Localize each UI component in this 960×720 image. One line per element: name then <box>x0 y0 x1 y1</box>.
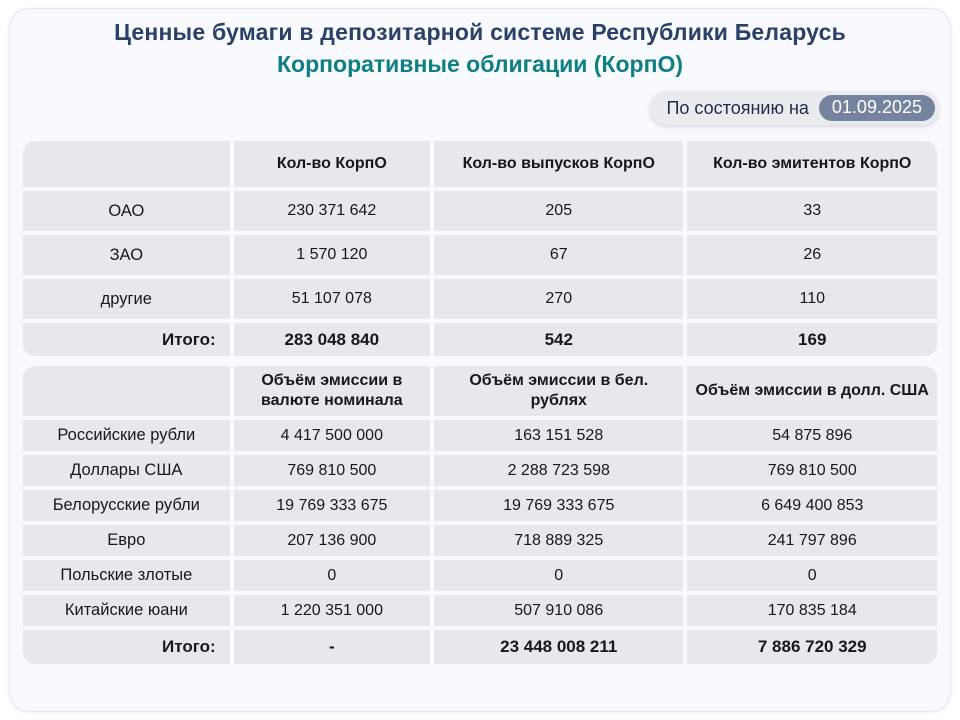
report-card: Ценные бумаги в депозитарной системе Рес… <box>9 8 951 712</box>
total-value-cell: 169 <box>687 323 937 356</box>
table-row: ЗАО 1 570 120 67 26 <box>23 235 937 275</box>
total-value-cell: 283 048 840 <box>233 323 431 356</box>
value-cell: 0 <box>687 560 937 591</box>
column-header: Объём эмиссии в долл. США <box>687 366 937 416</box>
row-label-cell: Польские злотые <box>23 560 230 591</box>
value-cell: 230 371 642 <box>233 191 431 231</box>
total-value-cell: 7 886 720 329 <box>687 630 937 664</box>
value-cell: 769 810 500 <box>233 455 431 486</box>
value-cell: 0 <box>233 560 431 591</box>
total-value-cell: 23 448 008 211 <box>434 630 684 664</box>
value-cell: 1 220 351 000 <box>233 595 431 626</box>
row-label-cell: ЗАО <box>23 235 230 275</box>
value-cell: 718 889 325 <box>434 525 684 556</box>
column-header: Кол-во выпусков КорпО <box>434 141 684 187</box>
column-header: Кол-во КорпО <box>233 141 431 187</box>
total-value-cell: 542 <box>434 323 684 356</box>
row-label-cell: Евро <box>23 525 230 556</box>
row-label-cell: ОАО <box>23 191 230 231</box>
counts-table: Кол-во КорпО Кол-во выпусков КорпО Кол-во … <box>19 137 941 360</box>
row-label-cell: Белорусские рубли <box>23 490 230 521</box>
emission-table: Объём эмиссии в валюте номинала Объём эми… <box>19 362 941 668</box>
value-cell: 110 <box>687 279 937 319</box>
row-label-cell: другие <box>23 279 230 319</box>
page-title: Ценные бумаги в депозитарной системе Рес… <box>114 19 846 45</box>
value-cell: 26 <box>687 235 937 275</box>
column-header: Объём эмиссии в валюте номинала <box>233 366 431 416</box>
table-row: Евро 207 136 900 718 889 325 241 797 896 <box>23 525 937 556</box>
column-header: Объём эмиссии в бел. рублях <box>434 366 684 416</box>
header-row: Объём эмиссии в валюте номинала Объём эми… <box>23 366 937 416</box>
table-row: Белорусские рубли 19 769 333 675 19 769 33… <box>23 490 937 521</box>
value-cell: 1 570 120 <box>233 235 431 275</box>
as-of-row: По состоянию на 01.09.2025 <box>19 91 939 125</box>
header-row: Кол-во КорпО Кол-во выпусков КорпО Кол-во … <box>23 141 937 187</box>
value-cell: 170 835 184 <box>687 595 937 626</box>
total-label-cell: Итого: <box>23 323 230 356</box>
total-row: Итого: 283 048 840 542 169 <box>23 323 937 356</box>
table-row: ОАО 230 371 642 205 33 <box>23 191 937 231</box>
table-row: другие 51 107 078 270 110 <box>23 279 937 319</box>
value-cell: 4 417 500 000 <box>233 420 431 451</box>
total-label-cell: Итого: <box>23 630 230 664</box>
value-cell: 205 <box>434 191 684 231</box>
value-cell: 51 107 078 <box>233 279 431 319</box>
row-label-cell: Доллары США <box>23 455 230 486</box>
table-row: Российские рубли 4 417 500 000 163 151 528… <box>23 420 937 451</box>
value-cell: 6 649 400 853 <box>687 490 937 521</box>
value-cell: 67 <box>434 235 684 275</box>
as-of-label: По состоянию на <box>666 97 809 118</box>
corner-cell <box>23 141 230 187</box>
value-cell: 207 136 900 <box>233 525 431 556</box>
value-cell: 19 769 333 675 <box>434 490 684 521</box>
value-cell: 163 151 528 <box>434 420 684 451</box>
value-cell: 19 769 333 675 <box>233 490 431 521</box>
value-cell: 2 288 723 598 <box>434 455 684 486</box>
page-subtitle: Корпоративные облигации (КорпО) <box>276 51 684 77</box>
table-row: Польские злотые 0 0 0 <box>23 560 937 591</box>
as-of-date: 01.09.2025 <box>818 95 935 121</box>
row-label-cell: Китайские юани <box>23 595 230 626</box>
value-cell: 507 910 086 <box>434 595 684 626</box>
table-row: Доллары США 769 810 500 2 288 723 598 769 8… <box>23 455 937 486</box>
total-value-cell: - <box>233 630 431 664</box>
corner-cell <box>23 366 230 416</box>
value-cell: 0 <box>434 560 684 591</box>
table-row: Китайские юани 1 220 351 000 507 910 086 17… <box>23 595 937 626</box>
value-cell: 270 <box>434 279 684 319</box>
as-of-badge: По состоянию на 01.09.2025 <box>650 91 939 125</box>
value-cell: 241 797 896 <box>687 525 937 556</box>
value-cell: 33 <box>687 191 937 231</box>
value-cell: 54 875 896 <box>687 420 937 451</box>
total-row: Итого: -23 448 008 211 7 886 720 329 <box>23 630 937 664</box>
column-header: Кол-во эмитентов КорпО <box>687 141 937 187</box>
value-cell: 769 810 500 <box>687 455 937 486</box>
row-label-cell: Российские рубли <box>23 420 230 451</box>
